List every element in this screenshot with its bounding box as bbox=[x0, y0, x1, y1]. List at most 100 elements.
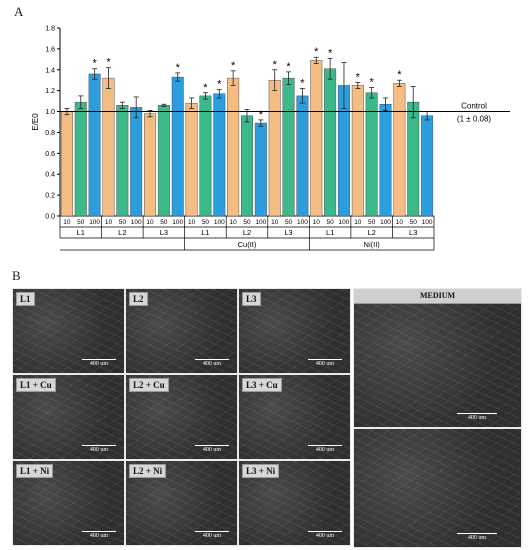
bar bbox=[88, 73, 101, 217]
concentration-label: 10 bbox=[188, 219, 196, 226]
scale-bar-line bbox=[82, 359, 116, 360]
significance-marker: * bbox=[397, 69, 402, 81]
micrograph-tile: L2 + Cu 400 um bbox=[125, 374, 238, 460]
concentration-label: 10 bbox=[146, 219, 154, 226]
bar bbox=[268, 79, 281, 217]
concentration-label: 50 bbox=[368, 219, 376, 226]
concentration-label: 100 bbox=[380, 219, 391, 226]
cell-image bbox=[354, 289, 521, 427]
scale-bar: 400 um bbox=[195, 531, 229, 539]
ligand-label: L1 bbox=[77, 228, 85, 237]
bar bbox=[282, 77, 295, 217]
y-tick-label: 1.2 bbox=[45, 88, 55, 95]
control-label: Control bbox=[461, 102, 487, 111]
concentration-label: 100 bbox=[422, 219, 433, 226]
concentration-label: 10 bbox=[63, 219, 71, 226]
bar bbox=[296, 95, 309, 217]
scale-bar: 400 um bbox=[82, 359, 116, 367]
micrograph-panel: L1 400 um L2 400 um L3 400 um L1 + Cu 400 um L2 … bbox=[12, 288, 522, 548]
significance-marker: * bbox=[286, 61, 291, 73]
scale-bar: 400 um bbox=[195, 359, 229, 367]
y-tick-label: 1.6 bbox=[45, 46, 55, 53]
bar bbox=[379, 103, 392, 217]
micrograph-tile: L3 + Cu 400 um bbox=[238, 374, 351, 460]
concentration-label: 50 bbox=[410, 219, 418, 226]
scale-bar-label: 400 um bbox=[89, 533, 109, 539]
panel-a-letter: A bbox=[14, 4, 24, 19]
ligand-label: L2 bbox=[243, 228, 251, 237]
significance-marker: * bbox=[370, 77, 375, 89]
micrograph-label: L3 + Ni bbox=[242, 464, 280, 478]
y-tick-label: 0.4 bbox=[45, 172, 55, 179]
bar bbox=[393, 83, 406, 217]
y-tick-label: 1.0 bbox=[45, 109, 55, 116]
significance-marker: * bbox=[259, 109, 264, 121]
concentration-label: 50 bbox=[160, 219, 168, 226]
micrograph-tile: L2 + Ni 400 um bbox=[125, 460, 238, 546]
scale-bar-line bbox=[82, 445, 116, 446]
scale-bar: 400 um bbox=[82, 531, 116, 539]
scale-bar-line bbox=[308, 359, 342, 360]
bar bbox=[254, 122, 267, 217]
scale-bar-label: 400 um bbox=[89, 361, 109, 367]
scale-bar-label: 400 um bbox=[467, 415, 487, 421]
concentration-label: 10 bbox=[354, 219, 362, 226]
concentration-label: 100 bbox=[339, 219, 350, 226]
ligand-label: L3 bbox=[160, 228, 168, 237]
micrograph-tile: L1 + Cu 400 um bbox=[12, 374, 125, 460]
scale-bar-label: 400 um bbox=[315, 447, 335, 453]
bar bbox=[157, 105, 170, 217]
concentration-label: 10 bbox=[230, 219, 238, 226]
bar bbox=[227, 77, 240, 217]
bar bbox=[130, 107, 143, 217]
scale-bar-line bbox=[457, 533, 497, 534]
bar bbox=[199, 95, 212, 217]
micrograph-label: L2 bbox=[129, 292, 148, 306]
scale-bar: 400 um bbox=[457, 533, 497, 541]
scale-bar: 400 um bbox=[308, 531, 342, 539]
ligand-label: L1 bbox=[326, 228, 334, 237]
micrograph-label: L1 + Cu bbox=[16, 378, 56, 392]
concentration-label: 100 bbox=[172, 219, 183, 226]
bar bbox=[421, 115, 434, 217]
scale-bar-line bbox=[308, 531, 342, 532]
y-tick-label: 0.6 bbox=[45, 151, 55, 158]
scale-bar-label: 400 um bbox=[202, 533, 222, 539]
concentration-label: 50 bbox=[326, 219, 334, 226]
concentration-label: 50 bbox=[243, 219, 251, 226]
micrograph-tile: L1 + Ni 400 um bbox=[12, 460, 125, 546]
scale-bar-label: 400 um bbox=[315, 533, 335, 539]
bar bbox=[74, 101, 87, 217]
scale-bar-line bbox=[82, 531, 116, 532]
significance-marker: * bbox=[314, 46, 319, 58]
micrograph-label: L3 + Cu bbox=[242, 378, 282, 392]
y-tick-label: 0.2 bbox=[45, 193, 55, 200]
scale-bar-line bbox=[195, 359, 229, 360]
bar bbox=[407, 101, 420, 217]
y-tick-label: 0.0 bbox=[45, 214, 55, 221]
scale-bar-label: 400 um bbox=[315, 361, 335, 367]
scale-bar-label: 400 um bbox=[202, 361, 222, 367]
y-tick-label: 1.4 bbox=[45, 67, 55, 74]
control-sublabel: (1 ± 0.08) bbox=[457, 115, 492, 124]
micrograph-label: L1 bbox=[16, 292, 35, 306]
metal-label: Ni(II) bbox=[364, 240, 381, 249]
concentration-label: 50 bbox=[285, 219, 293, 226]
scale-bar-line bbox=[308, 445, 342, 446]
significance-marker: * bbox=[273, 59, 278, 71]
concentration-label: 100 bbox=[89, 219, 100, 226]
micrograph-tile: L3 + Ni 400 um bbox=[238, 460, 351, 546]
concentration-label: 100 bbox=[214, 219, 225, 226]
significance-marker: * bbox=[176, 62, 181, 74]
bar bbox=[241, 115, 253, 217]
significance-marker: * bbox=[217, 79, 222, 91]
scale-bar: 400 um bbox=[82, 445, 116, 453]
ligand-label: L2 bbox=[118, 228, 126, 237]
bar bbox=[102, 77, 115, 217]
y-axis-label: E/E0 bbox=[31, 113, 40, 131]
significance-marker: * bbox=[92, 58, 97, 70]
bar bbox=[171, 76, 184, 217]
significance-marker: * bbox=[106, 57, 111, 69]
micrograph-tile: L1 400 um bbox=[12, 288, 125, 374]
cell-image bbox=[354, 429, 521, 547]
